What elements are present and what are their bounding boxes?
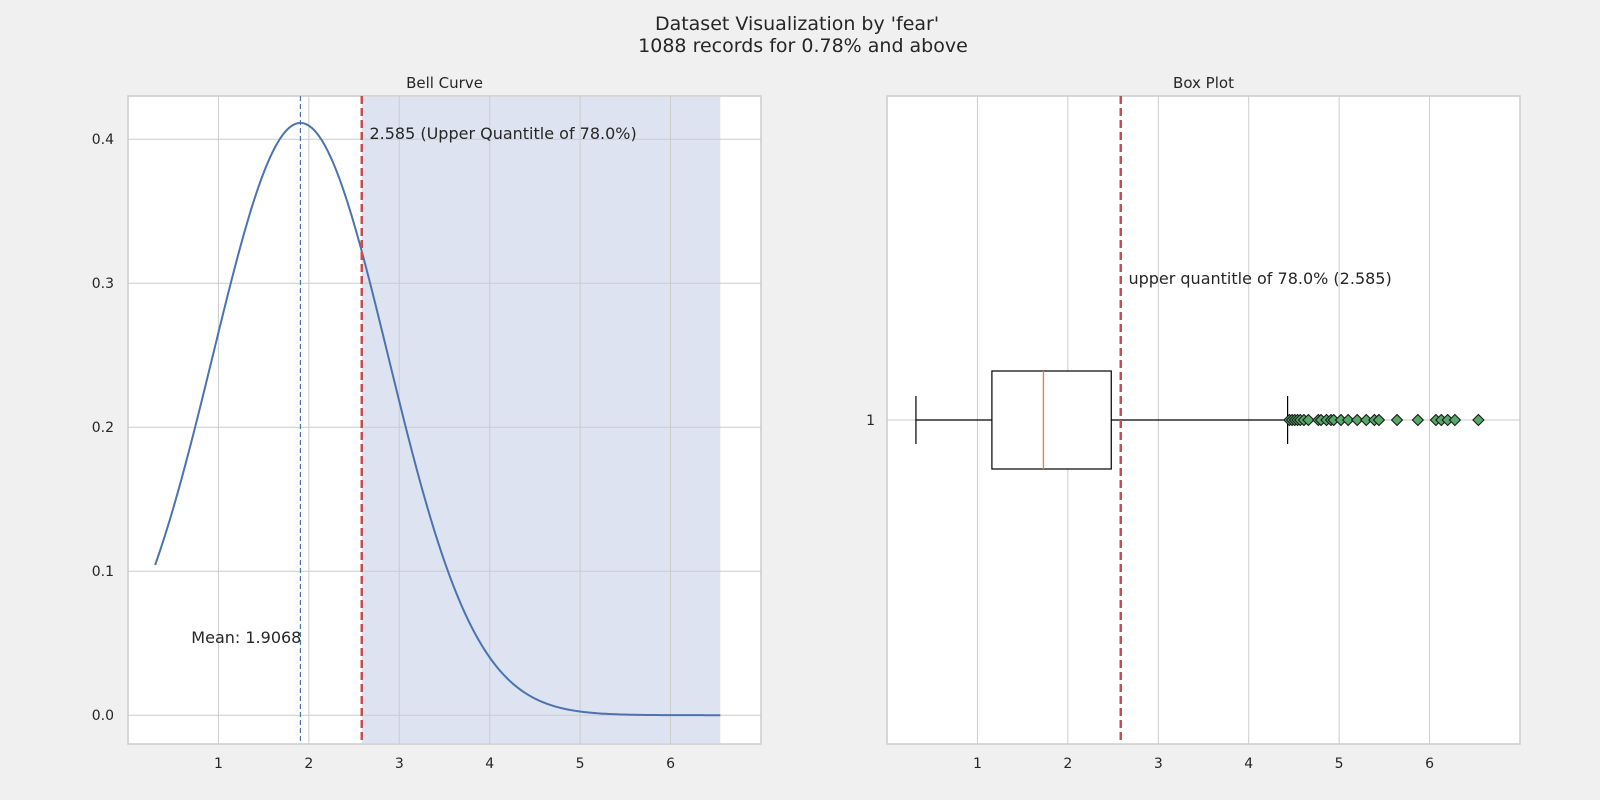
y-tick-label: 0.0: [92, 708, 114, 724]
box-threshold-annotation: upper quantitle of 78.0% (2.585): [1128, 269, 1391, 288]
x-tick-label: 6: [666, 756, 675, 772]
x-tick-label: 3: [1154, 756, 1163, 772]
x-tick-label: 1: [973, 756, 982, 772]
x-tick-label: 4: [485, 756, 494, 772]
threshold-annotation: 2.585 (Upper Quantitle of 78.0%): [369, 124, 636, 143]
x-tick-label: 3: [395, 756, 404, 772]
x-tick-label: 1: [214, 756, 223, 772]
box-plot-panel: 1 2 3 4 5 6 Box Plot 1 upper quantitle of 78.…: [866, 74, 1521, 772]
bell-curve-line: [154, 121, 721, 717]
y-tick-label: 0.2: [92, 420, 114, 436]
outlier-point: [1341, 413, 1355, 427]
outlier-point: [1372, 413, 1386, 427]
x-tick-label: 5: [1335, 756, 1344, 772]
figure-subtitle: 1088 records for 0.78% and above: [638, 35, 968, 57]
x-tick-label: 4: [1244, 756, 1253, 772]
outlier-point: [1359, 413, 1373, 427]
outlier-point: [1411, 413, 1425, 427]
outlier-point: [1390, 413, 1404, 427]
bell-curve-title: Bell Curve: [406, 74, 483, 92]
outlier-point: [1350, 413, 1364, 427]
x-tick-label: 2: [1063, 756, 1072, 772]
interquartile-box: [991, 370, 1112, 470]
y-tick-label: 0.1: [92, 564, 114, 580]
x-tick-label: 5: [576, 756, 585, 772]
box-y-tick-label: 1: [866, 413, 875, 429]
upper-quantile-shaded-region: [361, 96, 721, 744]
figure-title: Dataset Visualization by 'fear': [655, 13, 939, 35]
outlier-point: [1448, 413, 1462, 427]
y-tick-label: 0.4: [92, 132, 114, 148]
x-tick-label: 2: [304, 756, 313, 772]
box-plot-title: Box Plot: [1173, 74, 1234, 92]
x-tick-label: 6: [1425, 756, 1434, 772]
outlier-point: [1302, 413, 1315, 427]
mean-annotation: Mean: 1.9068: [191, 628, 301, 647]
bell-curve-panel: 1 2 3 4 5 6 0.0 0.1 0.2 0.3 0.4 Bell Curve 2.585 (…: [92, 74, 762, 772]
outlier-point: [1472, 413, 1485, 427]
y-tick-label: 0.3: [92, 276, 114, 292]
